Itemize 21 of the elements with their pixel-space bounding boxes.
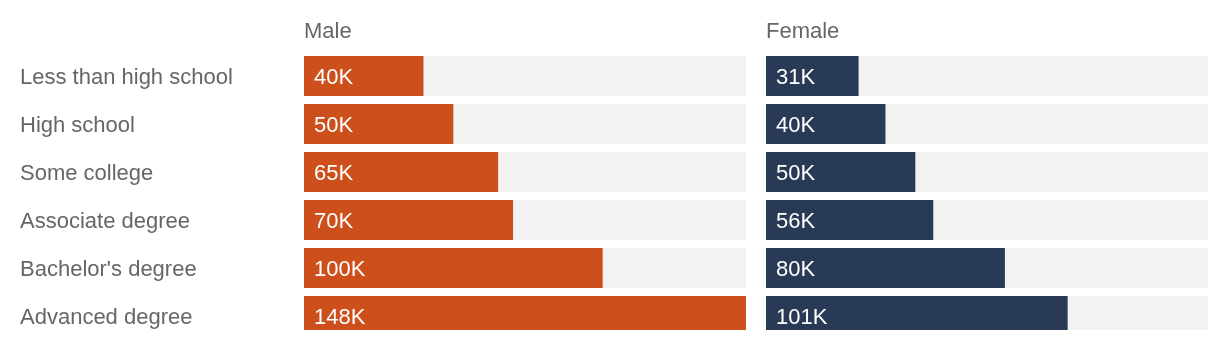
data-label: 70K (314, 208, 354, 233)
data-label: 101K (776, 304, 828, 329)
chart-title: Male (304, 18, 352, 43)
data-label: 56K (776, 208, 816, 233)
y-tick-label: High school (20, 112, 135, 137)
data-label: 80K (776, 256, 816, 281)
data-label: 100K (314, 256, 366, 281)
data-label: 50K (314, 112, 354, 137)
data-label: 148K (314, 304, 366, 329)
data-label: 65K (314, 160, 354, 185)
y-tick-label: Less than high school (20, 64, 233, 89)
y-tick-label: Bachelor's degree (20, 256, 197, 281)
data-label: 40K (776, 112, 816, 137)
data-label: 40K (314, 64, 354, 89)
y-tick-label: Some college (20, 160, 154, 185)
bar (766, 56, 859, 96)
y-tick-label: Advanced degree (20, 304, 193, 329)
y-tick-label: Associate degree (20, 208, 190, 233)
data-label: 31K (776, 64, 816, 89)
data-label: 50K (776, 160, 816, 185)
chart-title: Female (766, 18, 840, 43)
